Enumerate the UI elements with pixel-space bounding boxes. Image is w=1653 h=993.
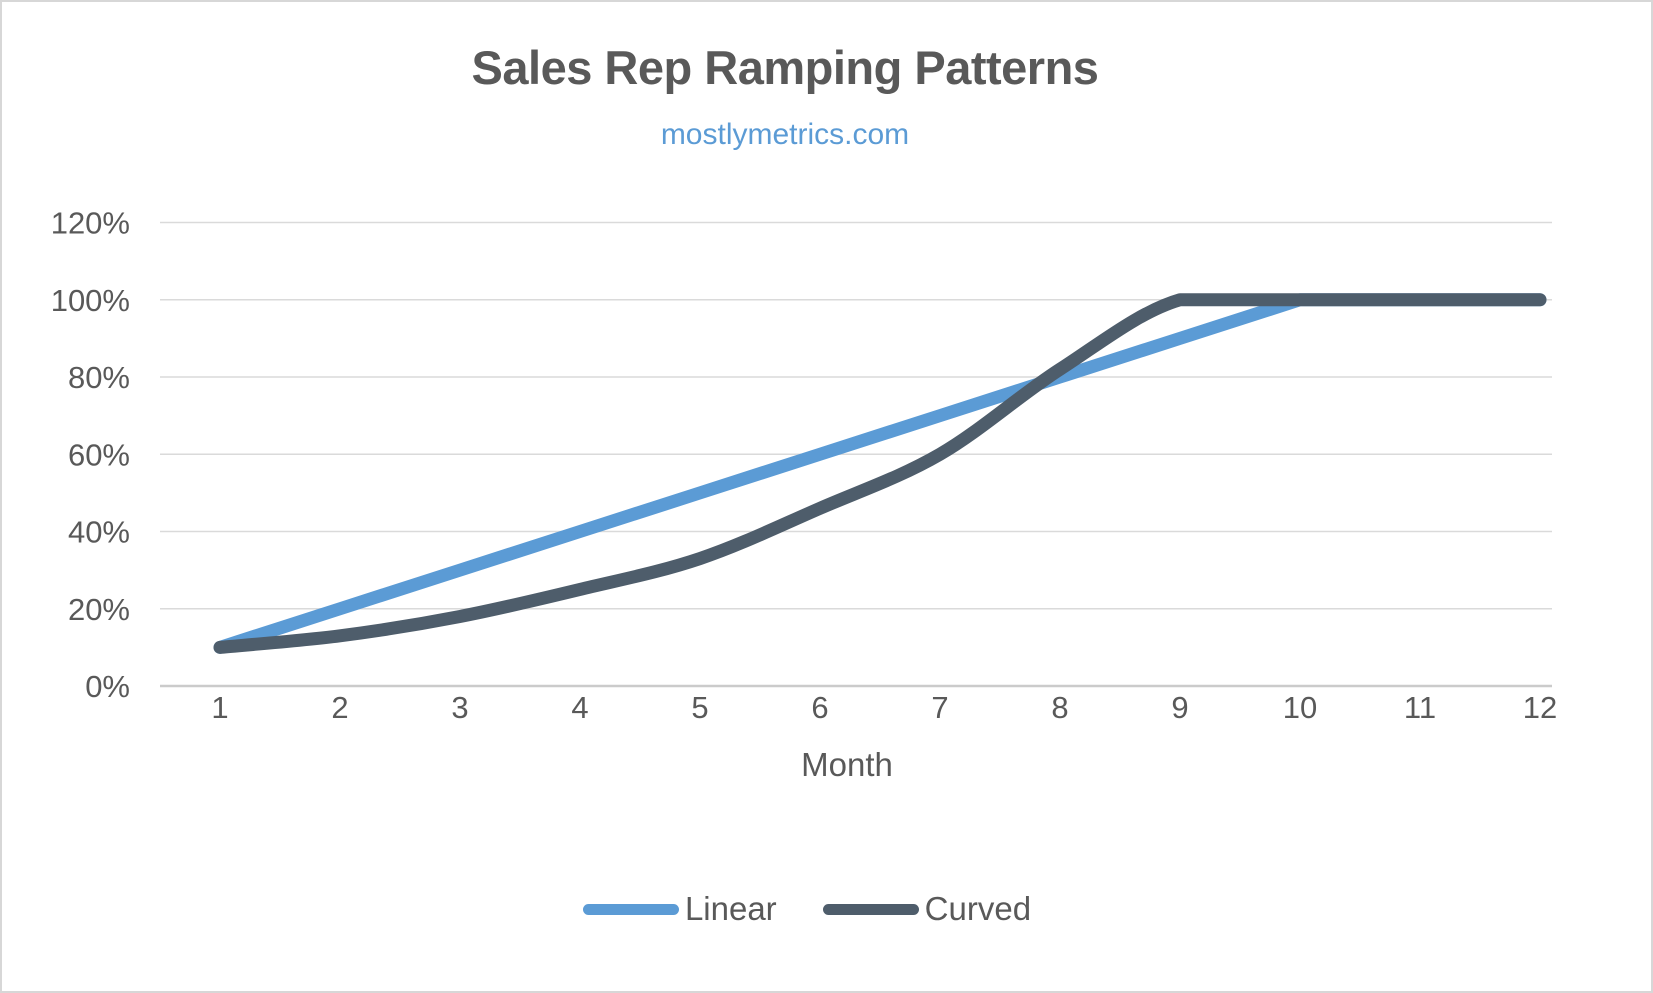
- x-tick-label: 11: [1404, 690, 1436, 725]
- x-tick-label: 8: [1051, 690, 1068, 725]
- x-tick-label: 1: [211, 690, 228, 725]
- x-tick-label: 2: [331, 690, 348, 725]
- x-tick-label: 10: [1283, 690, 1317, 725]
- linear-series-line: [213, 293, 1547, 654]
- x-tick-label: 6: [811, 690, 828, 725]
- x-tick-label: 12: [1523, 690, 1557, 725]
- x-tick-label: 3: [451, 690, 468, 725]
- chart-title: Sales Rep Ramping Patterns: [471, 41, 1099, 94]
- x-tick-label: 9: [1171, 690, 1188, 725]
- curved-series-line: [213, 293, 1547, 654]
- y-tick-label: 20%: [68, 592, 130, 627]
- x-tick-label: 5: [691, 690, 708, 725]
- legend: Linear Curved: [2, 890, 1612, 928]
- y-tick-label: 80%: [68, 360, 130, 395]
- y-tick-label: 100%: [51, 283, 130, 318]
- legend-item-linear: Linear: [582, 890, 777, 928]
- legend-item-curved: Curved: [822, 890, 1032, 928]
- y-tick-label: 40%: [68, 515, 130, 550]
- x-tick-label: 4: [571, 690, 588, 725]
- x-axis-title: Month: [801, 746, 893, 783]
- curved-line-swatch: [822, 903, 919, 915]
- linear-line-swatch: [582, 903, 679, 915]
- chart-subtitle: mostlymetrics.com: [660, 118, 910, 151]
- legend-label-curved: Curved: [924, 890, 1032, 927]
- y-tick-label: 0%: [85, 669, 130, 704]
- legend-label-linear: Linear: [684, 890, 777, 927]
- x-tick-label: 7: [931, 690, 948, 725]
- y-tick-label: 60%: [68, 437, 130, 472]
- y-tick-label: 120%: [51, 206, 130, 241]
